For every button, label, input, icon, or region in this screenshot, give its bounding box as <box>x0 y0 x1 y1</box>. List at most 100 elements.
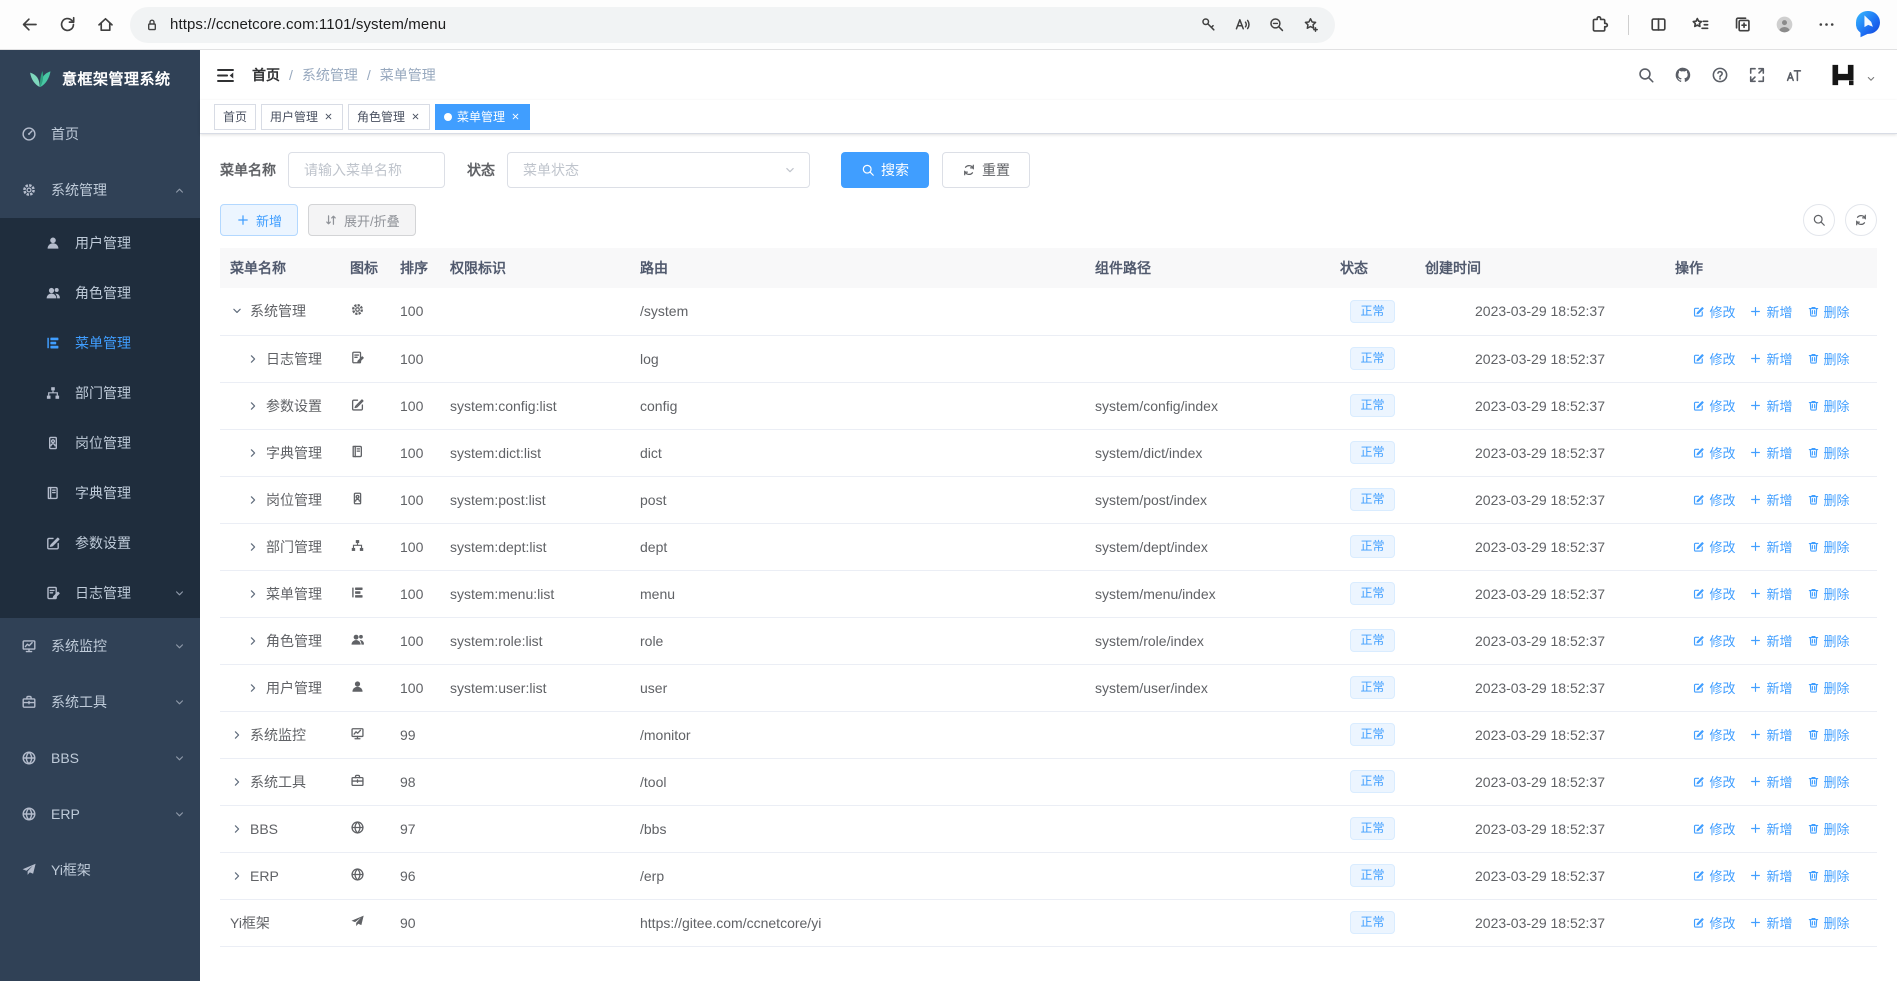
delete-link[interactable]: 删除 <box>1807 913 1850 932</box>
lock-icon[interactable] <box>144 17 160 33</box>
extensions-icon[interactable] <box>1580 7 1618 43</box>
edit-link[interactable]: 修改 <box>1692 631 1735 650</box>
delete-link[interactable]: 删除 <box>1807 678 1850 697</box>
add-link[interactable]: 新增 <box>1749 725 1793 744</box>
sidebar-item[interactable]: 系统管理 <box>0 162 200 218</box>
add-link[interactable]: 新增 <box>1749 913 1793 932</box>
expand-icon[interactable] <box>246 446 260 460</box>
sidebar-item[interactable]: 用户管理 <box>0 218 200 268</box>
delete-link[interactable]: 删除 <box>1807 396 1850 415</box>
reload-icon[interactable] <box>48 7 86 43</box>
read-aloud-icon[interactable] <box>1227 10 1257 40</box>
delete-link[interactable]: 删除 <box>1807 725 1850 744</box>
expand-icon[interactable] <box>230 822 244 836</box>
sidebar-item[interactable]: Yi框架 <box>0 842 200 898</box>
delete-link[interactable]: 删除 <box>1807 349 1850 368</box>
favorite-add-icon[interactable] <box>1295 10 1325 40</box>
expand-icon[interactable] <box>246 681 260 695</box>
expand-icon[interactable] <box>246 352 260 366</box>
add-button[interactable]: 新增 <box>220 204 299 236</box>
edit-link[interactable]: 修改 <box>1692 349 1735 368</box>
add-link[interactable]: 新增 <box>1749 537 1793 556</box>
sidebar-item[interactable]: 参数设置 <box>0 518 200 568</box>
hamburger-icon[interactable] <box>215 65 236 86</box>
tab[interactable]: 首页 <box>214 103 257 130</box>
user-avatar-menu[interactable] <box>1828 60 1877 90</box>
back-icon[interactable] <box>10 7 48 43</box>
menu-name-input[interactable] <box>288 152 445 188</box>
profile-icon[interactable] <box>1765 7 1803 43</box>
edit-link[interactable]: 修改 <box>1692 302 1735 321</box>
tab[interactable]: 角色管理 <box>348 103 431 130</box>
breadcrumb-item[interactable]: 首页 <box>252 65 302 85</box>
edit-link[interactable]: 修改 <box>1692 772 1735 791</box>
add-link[interactable]: 新增 <box>1749 349 1793 368</box>
add-link[interactable]: 新增 <box>1749 490 1793 509</box>
expand-icon[interactable] <box>230 869 244 883</box>
sidebar-item[interactable]: ERP <box>0 786 200 842</box>
edit-link[interactable]: 修改 <box>1692 725 1735 744</box>
search-icon[interactable] <box>1637 66 1655 84</box>
expand-icon[interactable] <box>246 587 260 601</box>
favorites-icon[interactable] <box>1681 7 1719 43</box>
delete-link[interactable]: 删除 <box>1807 819 1850 838</box>
add-link[interactable]: 新增 <box>1749 443 1793 462</box>
delete-link[interactable]: 删除 <box>1807 443 1850 462</box>
breadcrumb-item[interactable]: 系统管理 <box>302 65 380 85</box>
expand-icon[interactable] <box>246 634 260 648</box>
font-size-icon[interactable] <box>1785 66 1803 84</box>
close-icon[interactable] <box>410 111 421 122</box>
add-link[interactable]: 新增 <box>1749 819 1793 838</box>
edit-link[interactable]: 修改 <box>1692 584 1735 603</box>
add-link[interactable]: 新增 <box>1749 302 1793 321</box>
add-link[interactable]: 新增 <box>1749 396 1793 415</box>
reset-button[interactable]: 重置 <box>942 152 1030 188</box>
address-bar[interactable]: https://ccnetcore.com:1101/system/menu <box>130 6 1335 43</box>
expand-collapse-button[interactable]: 展开/折叠 <box>308 204 416 236</box>
search-icon[interactable] <box>1803 204 1835 236</box>
add-link[interactable]: 新增 <box>1749 678 1793 697</box>
github-icon[interactable] <box>1674 66 1692 84</box>
sidebar-item[interactable]: 字典管理 <box>0 468 200 518</box>
tab[interactable]: 用户管理 <box>261 103 344 130</box>
edit-link[interactable]: 修改 <box>1692 396 1735 415</box>
edit-link[interactable]: 修改 <box>1692 866 1735 885</box>
delete-link[interactable]: 删除 <box>1807 537 1850 556</box>
expand-icon[interactable] <box>246 399 260 413</box>
sidebar-item[interactable]: BBS <box>0 730 200 786</box>
delete-link[interactable]: 删除 <box>1807 866 1850 885</box>
close-icon[interactable] <box>510 111 521 122</box>
expand-icon[interactable] <box>230 775 244 789</box>
breadcrumb-item[interactable]: 菜单管理 <box>379 67 436 83</box>
add-link[interactable]: 新增 <box>1749 584 1793 603</box>
delete-link[interactable]: 删除 <box>1807 302 1850 321</box>
sidebar-item[interactable]: 系统工具 <box>0 674 200 730</box>
delete-link[interactable]: 删除 <box>1807 490 1850 509</box>
sidebar-item[interactable]: 首页 <box>0 106 200 162</box>
expand-icon[interactable] <box>230 304 244 318</box>
app-logo[interactable]: 意框架管理系统 <box>0 50 200 106</box>
add-link[interactable]: 新增 <box>1749 866 1793 885</box>
zoom-out-icon[interactable] <box>1261 10 1291 40</box>
tab[interactable]: 菜单管理 <box>435 103 531 130</box>
url-text[interactable]: https://ccnetcore.com:1101/system/menu <box>170 16 447 33</box>
sidebar-item[interactable]: 菜单管理 <box>0 318 200 368</box>
key-icon[interactable] <box>1193 10 1223 40</box>
sidebar-item[interactable]: 角色管理 <box>0 268 200 318</box>
edit-link[interactable]: 修改 <box>1692 537 1735 556</box>
edit-link[interactable]: 修改 <box>1692 913 1735 932</box>
expand-icon[interactable] <box>230 728 244 742</box>
sidebar-item[interactable]: 系统监控 <box>0 618 200 674</box>
sidebar-item[interactable]: 日志管理 <box>0 568 200 618</box>
add-link[interactable]: 新增 <box>1749 772 1793 791</box>
question-icon[interactable] <box>1711 66 1729 84</box>
edit-link[interactable]: 修改 <box>1692 819 1735 838</box>
add-link[interactable]: 新增 <box>1749 631 1793 650</box>
fullscreen-icon[interactable] <box>1748 66 1766 84</box>
search-button[interactable]: 搜索 <box>841 152 929 188</box>
delete-link[interactable]: 删除 <box>1807 584 1850 603</box>
close-icon[interactable] <box>323 111 334 122</box>
bing-chat-button[interactable] <box>1853 8 1887 42</box>
split-screen-icon[interactable] <box>1639 7 1677 43</box>
delete-link[interactable]: 删除 <box>1807 631 1850 650</box>
